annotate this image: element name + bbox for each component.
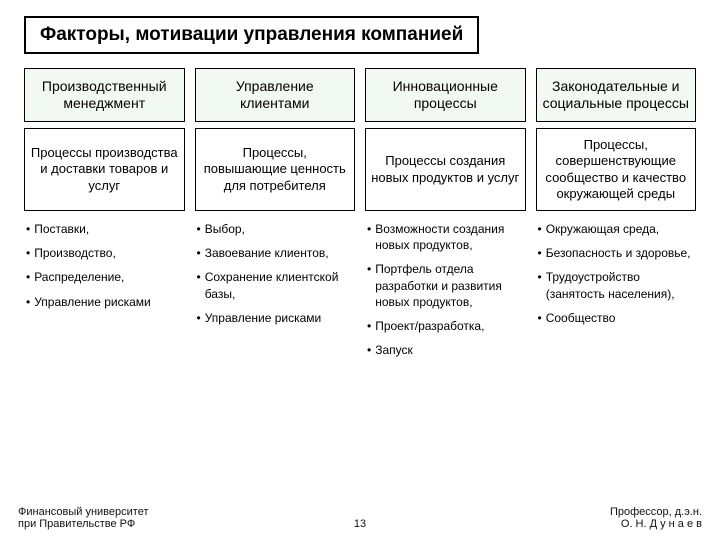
col-bullets-1: •Выбор, •Завоевание клиентов, •Сохранени… bbox=[195, 217, 356, 366]
list-item: •Поставки, bbox=[26, 221, 183, 237]
bullet-icon: • bbox=[197, 221, 201, 237]
bullet-text: Трудоустройство (занятость населения), bbox=[546, 269, 694, 301]
bullet-text: Поставки, bbox=[34, 221, 89, 237]
bullet-icon: • bbox=[26, 221, 30, 237]
bullet-icon: • bbox=[367, 261, 371, 310]
col-head-2: Инновационные процессы bbox=[365, 68, 526, 122]
bullet-icon: • bbox=[538, 221, 542, 237]
list-item: •Возможности создания новых продуктов, bbox=[367, 221, 524, 253]
col-sub-0: Процессы производства и доставки товаров… bbox=[24, 128, 185, 211]
bullet-text: Распределение, bbox=[34, 269, 124, 285]
list-item: •Выбор, bbox=[197, 221, 354, 237]
page-number: 13 bbox=[18, 518, 702, 530]
col-bullets-2: •Возможности создания новых продуктов, •… bbox=[365, 217, 526, 366]
bullet-icon: • bbox=[538, 269, 542, 301]
list-item: •Безопасность и здоровье, bbox=[538, 245, 695, 261]
bullet-icon: • bbox=[367, 318, 371, 334]
bullet-icon: • bbox=[538, 245, 542, 261]
bullet-text: Безопасность и здоровье, bbox=[546, 245, 691, 261]
bullet-text: Завоевание клиентов, bbox=[205, 245, 329, 261]
bullet-icon: • bbox=[367, 342, 371, 358]
col-bullets-3: •Окружающая среда, •Безопасность и здоро… bbox=[536, 217, 697, 366]
bullet-text: Окружающая среда, bbox=[546, 221, 659, 237]
bullet-text: Сохранение клиентской базы, bbox=[205, 269, 353, 301]
list-item: •Распределение, bbox=[26, 269, 183, 285]
bullet-icon: • bbox=[197, 269, 201, 301]
col-sub-1: Процессы, повышающие ценность для потреб… bbox=[195, 128, 356, 211]
col-head-3: Законодательные и социальные процессы bbox=[536, 68, 697, 122]
col-sub-2: Процессы создания новых продуктов и услу… bbox=[365, 128, 526, 211]
footer: Финансовый университет при Правительстве… bbox=[18, 506, 702, 530]
factors-grid: Производственный менеджмент Управление к… bbox=[18, 68, 702, 366]
bullet-text: Выбор, bbox=[205, 221, 245, 237]
bullet-text: Возможности создания новых продуктов, bbox=[375, 221, 523, 253]
list-item: •Управление рисками bbox=[26, 294, 183, 310]
page-title: Факторы, мотивации управления компанией bbox=[24, 16, 479, 54]
bullet-icon: • bbox=[367, 221, 371, 253]
col-sub-3: Процессы, совершенствующие сообщество и … bbox=[536, 128, 697, 211]
list-item: •Окружающая среда, bbox=[538, 221, 695, 237]
bullet-icon: • bbox=[197, 310, 201, 326]
bullet-text: Управление рисками bbox=[205, 310, 322, 326]
list-item: •Сохранение клиентской базы, bbox=[197, 269, 354, 301]
bullet-icon: • bbox=[26, 245, 30, 261]
bullet-text: Сообщество bbox=[546, 310, 616, 326]
list-item: •Трудоустройство (занятость населения), bbox=[538, 269, 695, 301]
bullet-text: Управление рисками bbox=[34, 294, 151, 310]
bullet-text: Запуск bbox=[375, 342, 413, 358]
bullet-icon: • bbox=[197, 245, 201, 261]
col-bullets-0: •Поставки, •Производство, •Распределение… bbox=[24, 217, 185, 366]
bullet-text: Проект/разработка, bbox=[375, 318, 484, 334]
col-head-1: Управление клиентами bbox=[195, 68, 356, 122]
list-item: •Управление рисками bbox=[197, 310, 354, 326]
list-item: •Сообщество bbox=[538, 310, 695, 326]
list-item: •Проект/разработка, bbox=[367, 318, 524, 334]
bullet-text: Портфель отдела разработки и развития но… bbox=[375, 261, 523, 310]
bullet-icon: • bbox=[26, 269, 30, 285]
list-item: •Завоевание клиентов, bbox=[197, 245, 354, 261]
col-head-0: Производственный менеджмент bbox=[24, 68, 185, 122]
list-item: •Запуск bbox=[367, 342, 524, 358]
bullet-icon: • bbox=[26, 294, 30, 310]
list-item: •Производство, bbox=[26, 245, 183, 261]
bullet-icon: • bbox=[538, 310, 542, 326]
list-item: •Портфель отдела разработки и развития н… bbox=[367, 261, 524, 310]
bullet-text: Производство, bbox=[34, 245, 116, 261]
